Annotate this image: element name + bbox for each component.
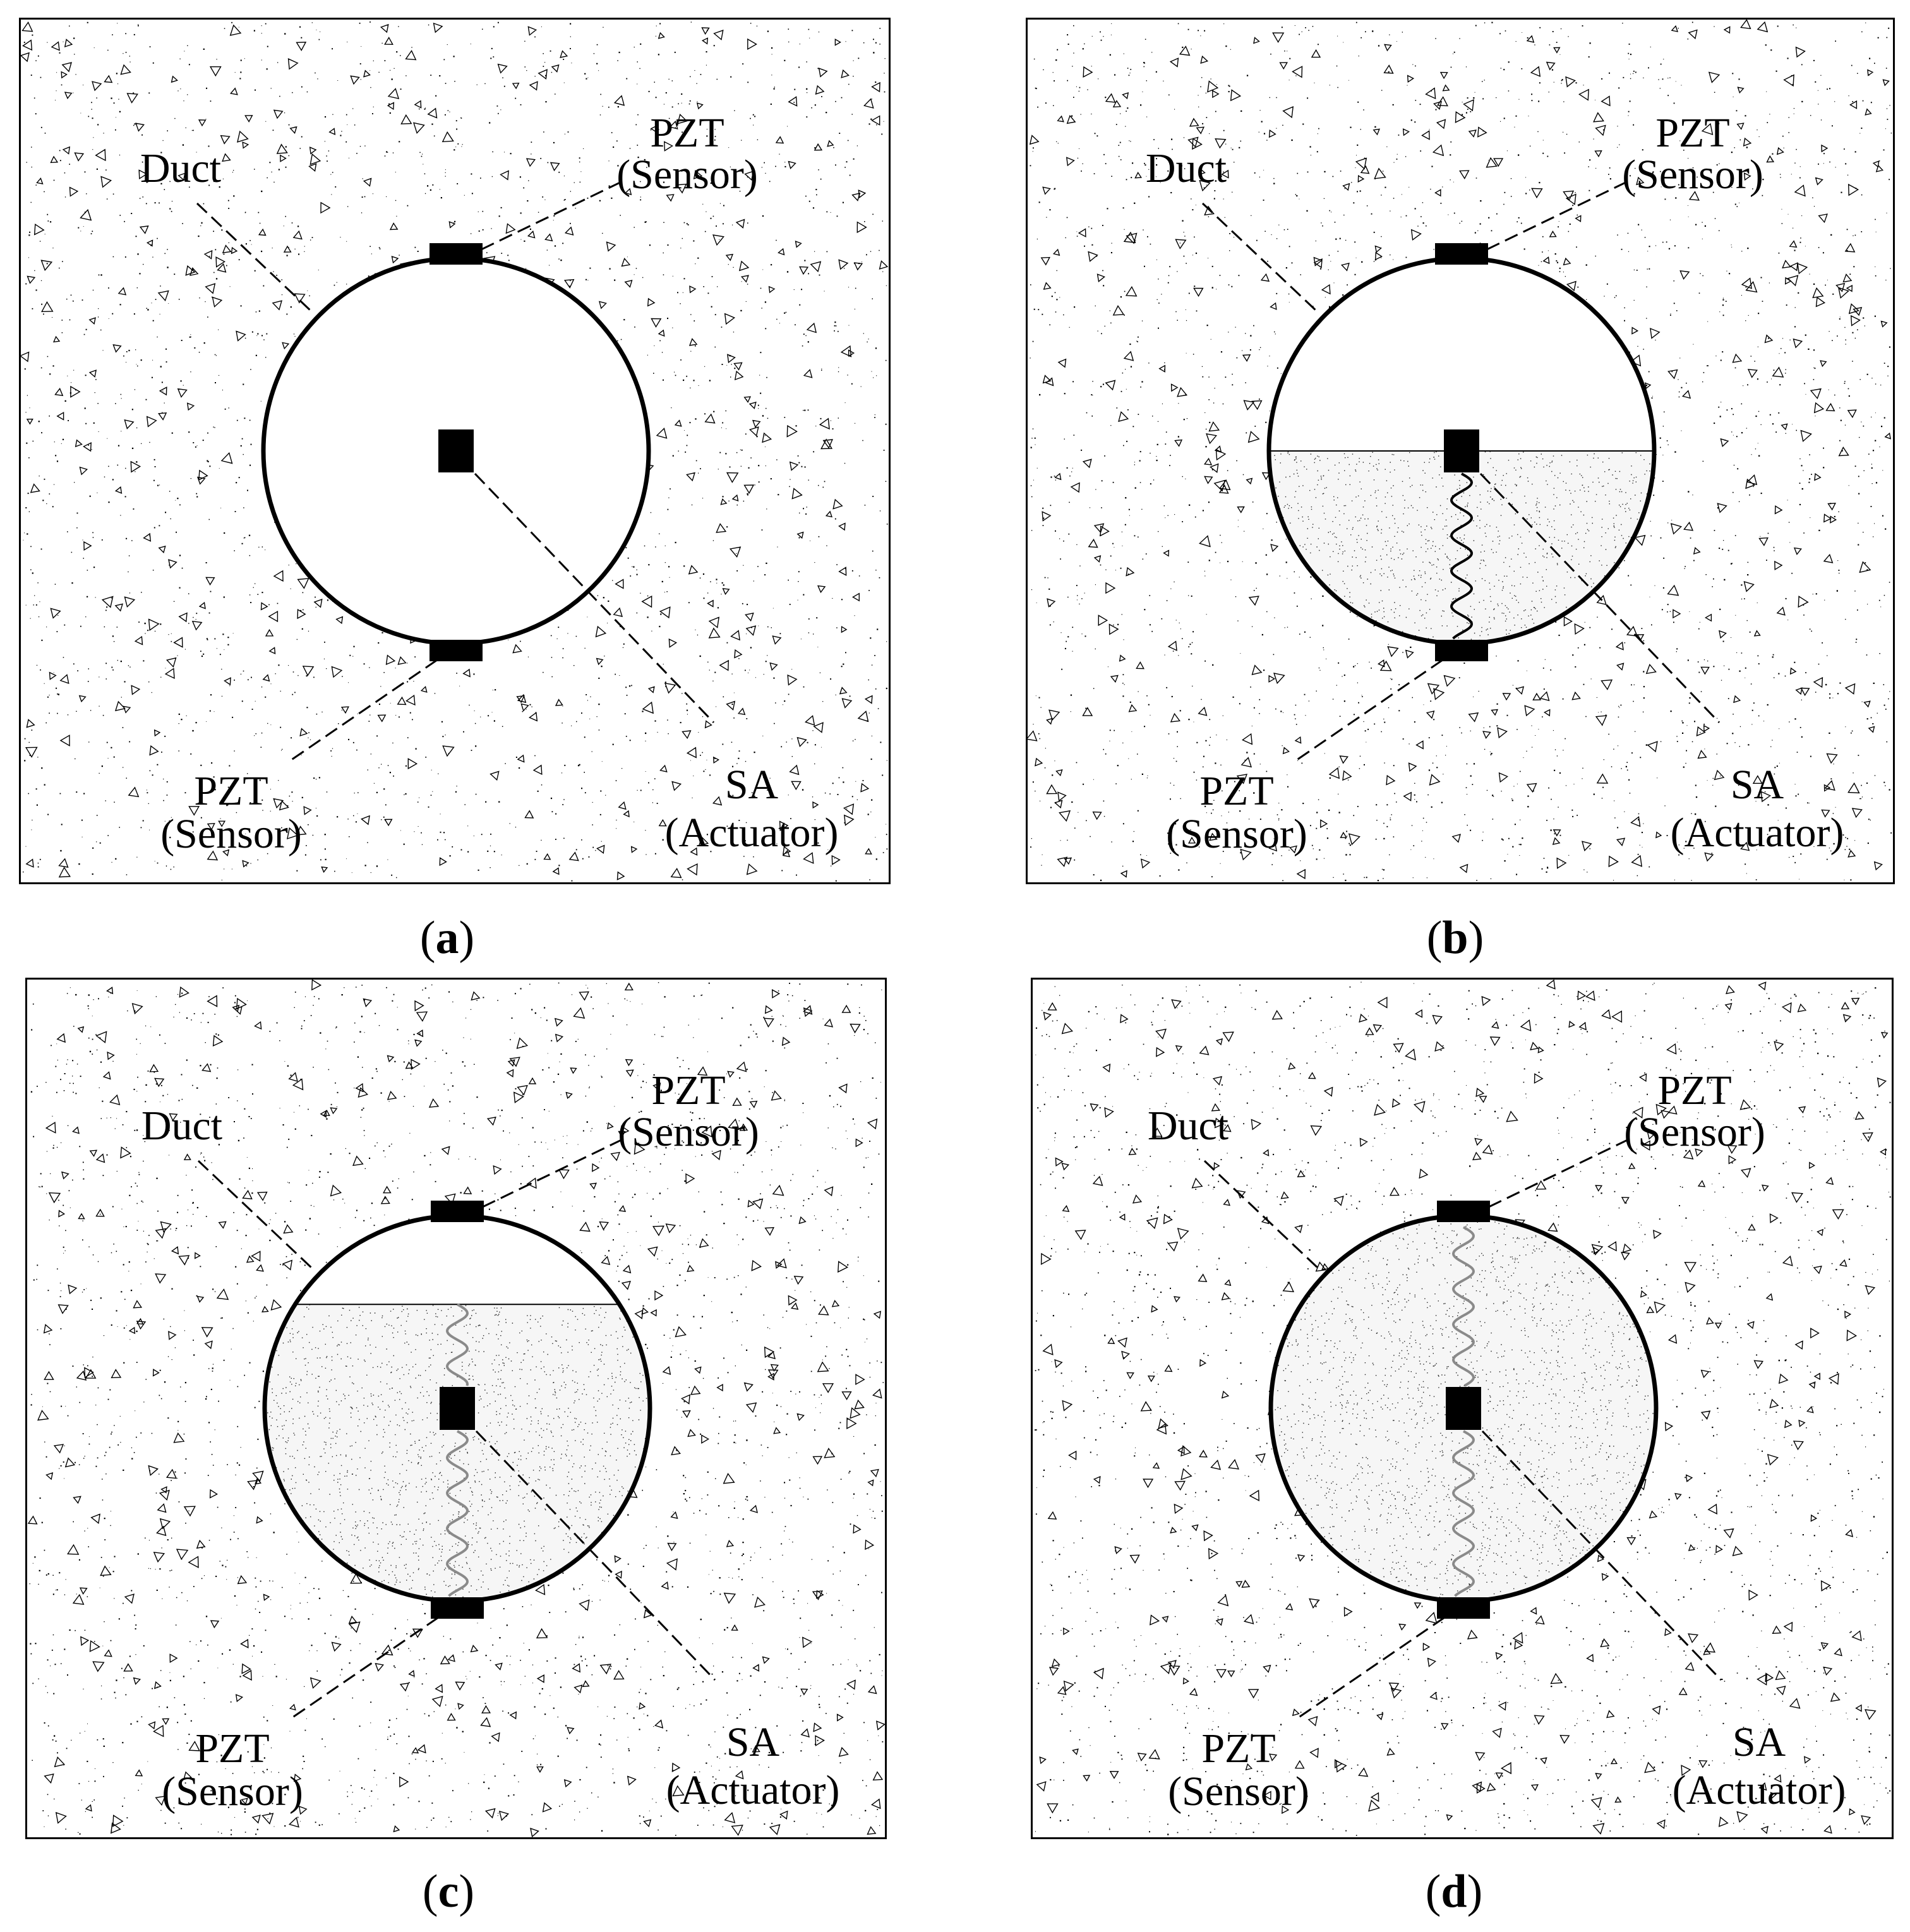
pzt-top-leader — [1486, 178, 1633, 251]
sa-role-label: (Actuator) — [1673, 1767, 1846, 1813]
panel-c: Duct PZT (Sensor) PZT (Sensor) SA (Actuator) — [25, 978, 887, 1839]
pzt-sensor-top — [1435, 243, 1488, 265]
pzt-bottom-label: PZT — [1201, 1725, 1275, 1772]
pzt-sensor-bottom — [1437, 1597, 1490, 1619]
duct-label: Duct — [1146, 145, 1227, 191]
aggregate-triangles — [27, 979, 886, 1838]
pzt-top-label: PZT — [651, 1067, 725, 1113]
pzt-bottom-role-label: (Sensor) — [162, 1768, 303, 1815]
pzt-top-leader — [482, 1136, 628, 1208]
pzt-top-label: PZT — [1657, 1067, 1731, 1113]
caption-a: (a) — [419, 912, 475, 964]
pzt-bottom-role-label: (Sensor) — [1166, 811, 1307, 857]
sa-label: SA — [1731, 762, 1784, 808]
duct-label: Duct — [141, 1103, 222, 1149]
sa-role-label: (Actuator) — [1671, 810, 1844, 856]
pzt-top-label: PZT — [1655, 110, 1729, 156]
duct-leader — [1203, 1160, 1318, 1268]
sa-leader — [1481, 1430, 1722, 1681]
sa-label: SA — [725, 762, 779, 808]
caption-c: (c) — [422, 1866, 475, 1917]
sa-role-label: (Actuator) — [665, 810, 839, 856]
pzt-sensor-bottom — [1435, 640, 1488, 661]
pzt-top-role-label: (Sensor) — [618, 1109, 759, 1155]
sa-label: SA — [726, 1719, 780, 1765]
panel-d: Duct PZT (Sensor) PZT (Sensor) SA (Actuator) — [1031, 978, 1894, 1839]
pzt-top-leader — [1488, 1136, 1635, 1208]
duct-label: Duct — [140, 145, 221, 191]
pzt-sensor-top — [429, 243, 483, 265]
sa-role-label: (Actuator) — [666, 1767, 840, 1813]
panel-b: Duct PZT (Sensor) PZT (Sensor) SA (Actuator) — [1026, 18, 1895, 884]
caption-b: (b) — [1426, 912, 1484, 964]
pzt-bottom-leader — [1295, 659, 1443, 762]
pzt-bottom-label: PZT — [194, 768, 268, 814]
duct-leader — [197, 1160, 312, 1268]
pzt-top-leader — [481, 178, 627, 251]
duct-leader — [1201, 202, 1316, 311]
stress-wave-1 — [1451, 1430, 1475, 1597]
pzt-sensor-bottom — [431, 1597, 484, 1619]
panel-a: Duct PZT (Sensor) PZT (Sensor) SA (Actuator) — [19, 18, 891, 884]
pzt-top-role-label: (Sensor) — [1624, 1109, 1765, 1155]
pzt-bottom-role-label: (Sensor) — [1168, 1768, 1309, 1815]
pzt-bottom-leader — [1297, 1616, 1445, 1719]
pzt-bottom-label: PZT — [1199, 768, 1273, 814]
aggregate-triangles — [19, 21, 889, 880]
sa-actuator — [440, 1387, 475, 1430]
pzt-bottom-leader — [291, 1616, 439, 1719]
sa-actuator — [1444, 429, 1479, 472]
pzt-sensor-top — [1437, 1201, 1490, 1222]
pzt-sensor-bottom — [429, 640, 483, 661]
stress-wave-1 — [445, 1430, 469, 1597]
pzt-sensor-top — [431, 1201, 484, 1222]
pzt-bottom-leader — [290, 659, 438, 762]
sa-leader — [474, 472, 715, 724]
sa-label: SA — [1733, 1719, 1786, 1765]
sa-leader — [475, 1430, 716, 1681]
duct-leader — [196, 202, 311, 311]
pzt-top-label: PZT — [650, 110, 724, 156]
stress-wave-0 — [1451, 1226, 1475, 1387]
pzt-bottom-role-label: (Sensor) — [160, 811, 302, 857]
sa-actuator — [1446, 1387, 1481, 1430]
pzt-top-role-label: (Sensor) — [616, 152, 758, 198]
pzt-bottom-label: PZT — [195, 1725, 269, 1772]
sa-leader — [1479, 472, 1721, 724]
duct-label: Duct — [1148, 1103, 1228, 1149]
pzt-top-role-label: (Sensor) — [1622, 152, 1763, 198]
stress-wave-0 — [1450, 472, 1474, 640]
sa-actuator — [438, 429, 474, 472]
stress-wave-0 — [445, 1303, 469, 1386]
caption-d: (d) — [1425, 1866, 1483, 1917]
